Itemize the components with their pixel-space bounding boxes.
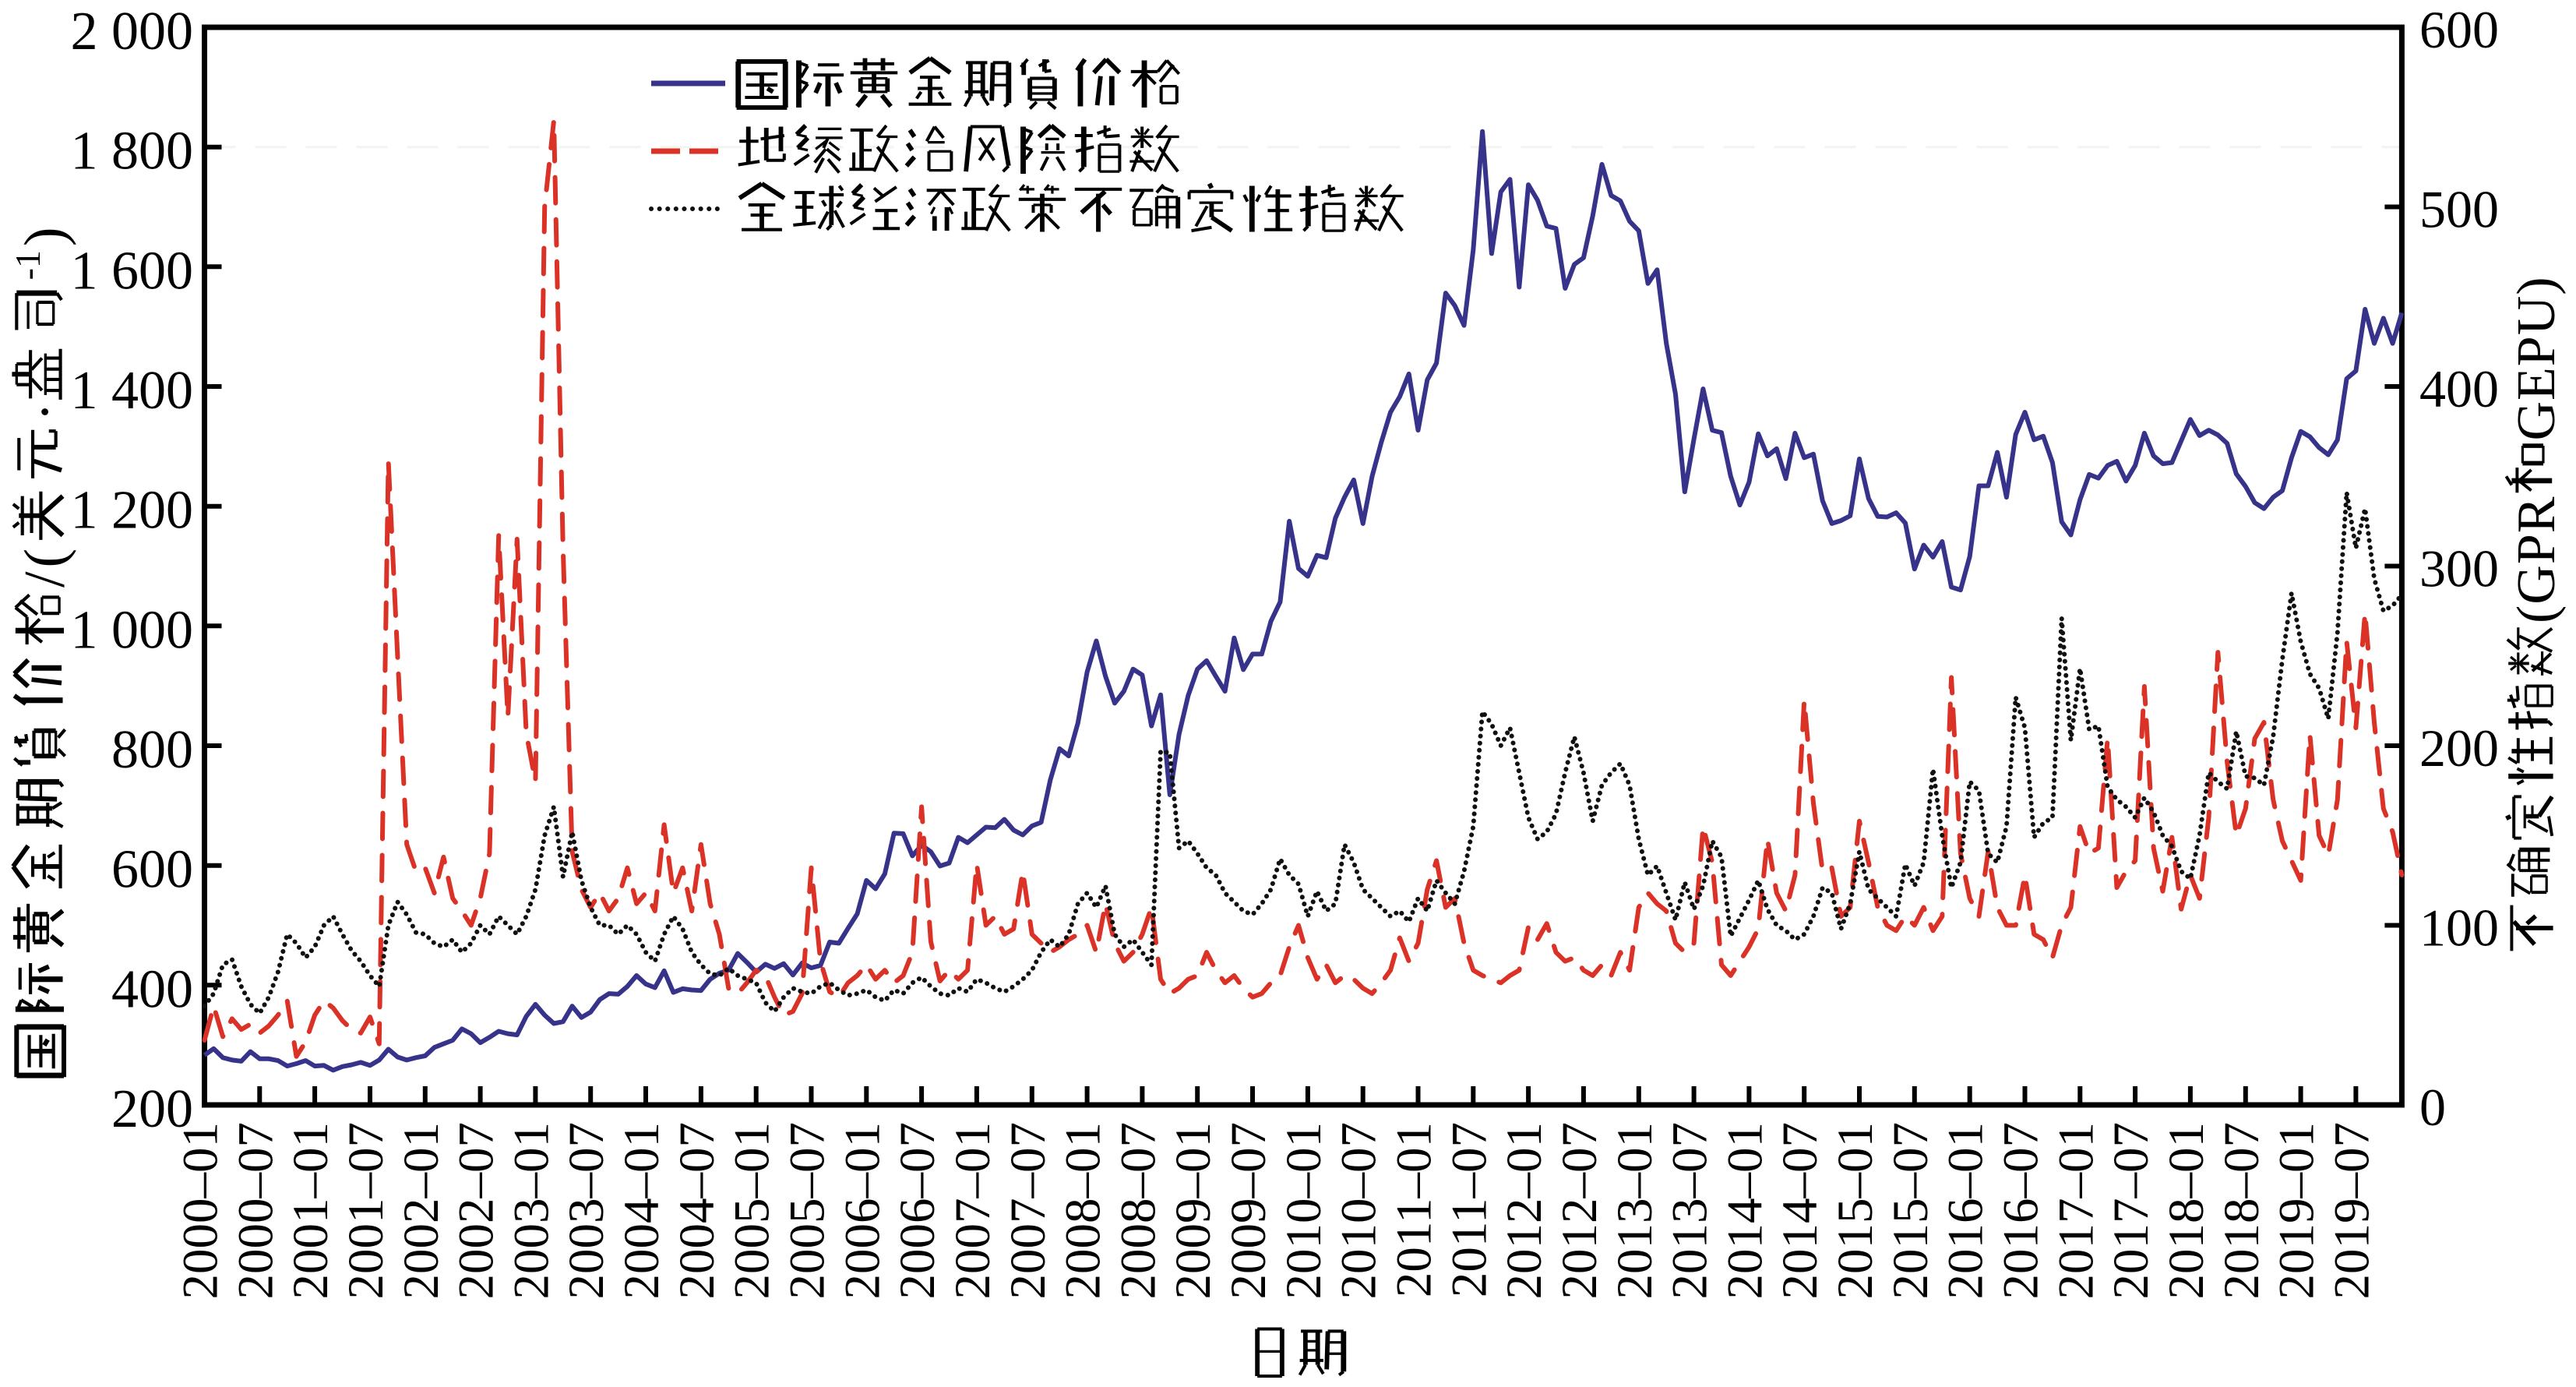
svg-text:2010–07: 2010–07 [1331,1122,1387,1300]
svg-text:2001–07: 2001–07 [338,1122,394,1300]
svg-text:2013–07: 2013–07 [1662,1122,1718,1300]
svg-text:2018–01: 2018–01 [2158,1122,2215,1300]
svg-text:2002–01: 2002–01 [393,1122,449,1300]
svg-text:/(: /( [13,545,77,588]
svg-text:(GPR: (GPR [2507,496,2567,623]
svg-text:100: 100 [2419,898,2499,958]
svg-text:2011–01: 2011–01 [1387,1122,1443,1297]
svg-text:2013–01: 2013–01 [1607,1122,1663,1300]
svg-text:2003–01: 2003–01 [503,1122,559,1300]
svg-text:400: 400 [2419,359,2499,418]
svg-text:-1: -1 [8,250,48,280]
svg-text:2018–07: 2018–07 [2214,1122,2270,1300]
svg-text:400: 400 [111,959,193,1019]
svg-text:): ) [13,223,77,246]
svg-text:2000–07: 2000–07 [227,1122,284,1300]
svg-text:2012–07: 2012–07 [1552,1122,1608,1300]
svg-text:1 200: 1 200 [71,481,194,541]
svg-text:2009–01: 2009–01 [1165,1122,1221,1300]
svg-text:2004–07: 2004–07 [669,1122,725,1300]
svg-text:500: 500 [2419,180,2499,239]
svg-text:2 000: 2 000 [71,2,194,62]
svg-text:2017–01: 2017–01 [2048,1122,2104,1300]
svg-text:2014–07: 2014–07 [1772,1122,1828,1300]
svg-text:0: 0 [2419,1078,2446,1137]
svg-text:2006–01: 2006–01 [834,1122,890,1300]
svg-text:2006–07: 2006–07 [890,1122,946,1300]
svg-text:2015–07: 2015–07 [1883,1122,1939,1300]
svg-text:·: · [13,398,77,422]
svg-text:2015–01: 2015–01 [1827,1122,1884,1300]
svg-text:2002–07: 2002–07 [449,1122,505,1300]
svg-text:GEPU): GEPU) [2507,276,2567,440]
svg-text:2001–01: 2001–01 [283,1122,339,1300]
svg-text:2016–07: 2016–07 [1993,1122,2049,1300]
svg-text:1 600: 1 600 [71,241,194,301]
svg-text:2008–01: 2008–01 [1055,1122,1112,1300]
svg-text:1 400: 1 400 [71,361,194,421]
svg-text:1 000: 1 000 [71,600,194,660]
svg-text:800: 800 [111,720,193,780]
svg-text:2011–07: 2011–07 [1441,1122,1497,1297]
svg-text:2005–07: 2005–07 [780,1122,836,1300]
svg-text:2010–01: 2010–01 [1276,1122,1332,1300]
svg-text:600: 600 [111,840,193,900]
svg-text:2017–07: 2017–07 [2103,1122,2159,1300]
svg-text:2019–07: 2019–07 [2324,1122,2380,1300]
svg-text:2016–01: 2016–01 [1938,1122,1994,1300]
svg-text:2003–07: 2003–07 [559,1122,615,1300]
svg-text:2014–01: 2014–01 [1717,1122,1773,1300]
svg-text:2008–07: 2008–07 [1110,1122,1166,1300]
svg-text:2007–07: 2007–07 [1000,1122,1056,1300]
svg-text:2009–07: 2009–07 [1221,1122,1277,1300]
svg-text:1 800: 1 800 [71,122,194,182]
svg-text:200: 200 [2419,718,2499,778]
svg-text:2007–01: 2007–01 [945,1122,1001,1300]
svg-text:200: 200 [111,1079,193,1139]
svg-text:2012–01: 2012–01 [1496,1122,1552,1300]
svg-text:300: 300 [2419,539,2499,598]
svg-text:2000–01: 2000–01 [173,1122,229,1300]
svg-text:600: 600 [2419,0,2499,59]
svg-text:2004–01: 2004–01 [614,1122,670,1300]
svg-text:2019–01: 2019–01 [2269,1122,2325,1300]
svg-text:2005–01: 2005–01 [724,1122,781,1300]
